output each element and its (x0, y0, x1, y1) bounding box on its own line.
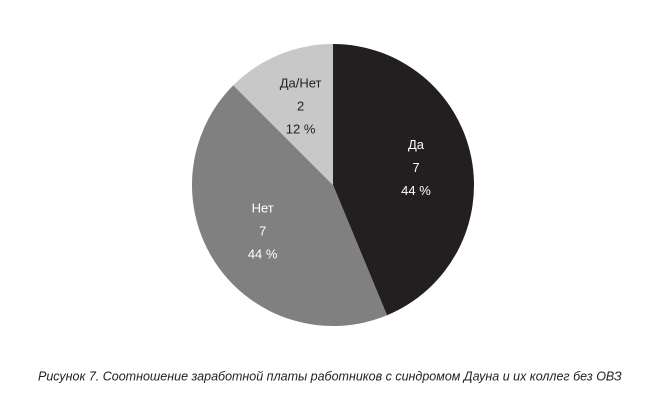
slice-label: Нет (252, 200, 274, 215)
slice-value: 2 (297, 98, 304, 113)
pie-slice (333, 43, 475, 316)
caption: Рисунок 7. Соотношение заработной платы … (38, 369, 622, 383)
slice-value: 7 (259, 223, 266, 238)
pie-slice (233, 44, 333, 185)
slice-percent: 44 % (248, 246, 278, 261)
pie-slice (191, 85, 387, 327)
slice-label: Да (408, 137, 425, 152)
slice-label: Да/Нет (280, 75, 322, 90)
slice-value: 7 (412, 160, 419, 175)
slice-percent: 44 % (401, 183, 431, 198)
slice-percent: 12 % (286, 121, 316, 136)
